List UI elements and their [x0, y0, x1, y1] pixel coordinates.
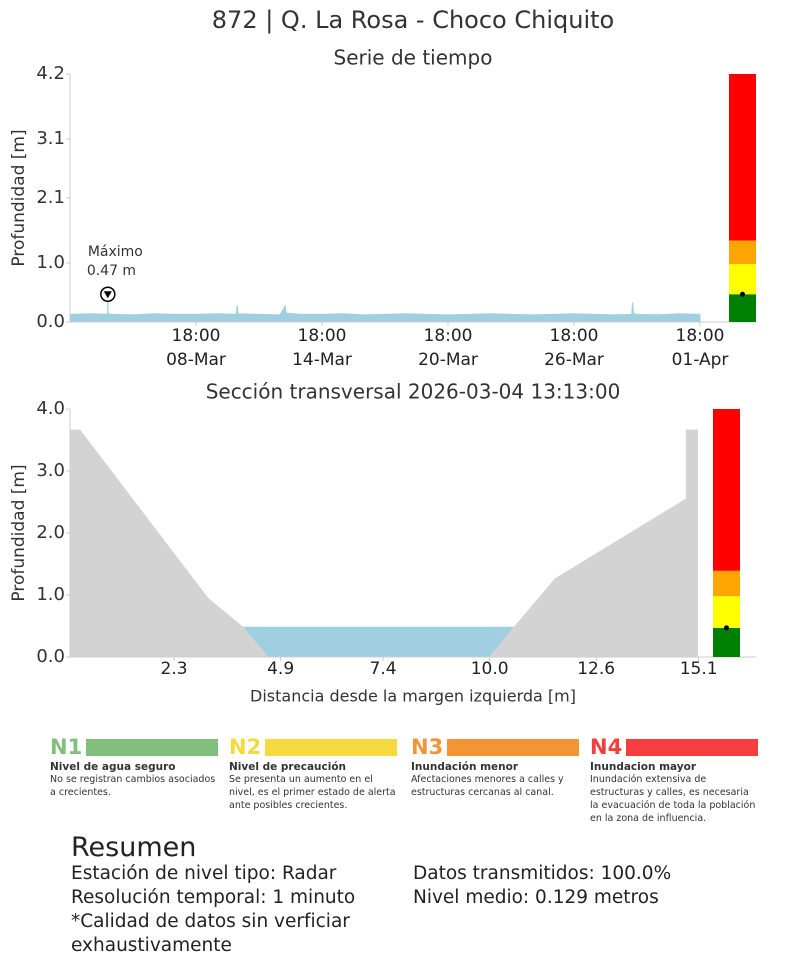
- current-level: [724, 625, 729, 631]
- level-band: [729, 294, 756, 322]
- level-item: N4 Inundacion mayor Inundación extensiva d…: [590, 735, 758, 825]
- y-tick-label: 4.0: [36, 398, 65, 419]
- level-name: Inundación menor: [411, 761, 519, 773]
- y-tick-label: 0.0: [36, 646, 65, 667]
- y-tick-label: 2.0: [36, 522, 65, 543]
- x-tick-label: 18:00 08-Mar: [166, 326, 226, 370]
- level-band: [729, 264, 756, 295]
- level-band: [713, 627, 740, 657]
- area: [242, 626, 515, 658]
- level-head: N2: [229, 735, 397, 759]
- x-tick-label: 18:00 14-Mar: [292, 326, 352, 370]
- y-tick-label: 4.2: [36, 63, 65, 84]
- x-tick-label: 18:00 01-Apr: [671, 326, 729, 370]
- summary-line: Nivel medio: 0.129 metros: [413, 887, 659, 908]
- level-description: Inundación extensiva de estructuras y ca…: [590, 774, 756, 824]
- x-tick-label: 18:00 20-Mar: [418, 326, 478, 370]
- y-tick-label: 2.1: [36, 187, 65, 208]
- summary-left: Estación de nivel tipo: Radar Resolución …: [71, 862, 371, 958]
- level-band: [729, 240, 756, 265]
- level-code: N2: [229, 735, 262, 759]
- summary-right: Datos transmitidos: 100.0% Nivel medio: 0…: [413, 862, 743, 910]
- level-band: [713, 570, 740, 597]
- x-tick-label: 15.1: [679, 659, 718, 679]
- level-band: [713, 596, 740, 628]
- level-description: Se presenta un aumento en el nivel, es e…: [229, 774, 396, 811]
- level-band: [713, 409, 740, 571]
- level-head: N1: [50, 735, 218, 759]
- level-description: No se registran cambios asociados a crec…: [50, 774, 216, 798]
- chart-title: Sección transversal 2026-03-04 13:13:00: [206, 380, 621, 404]
- summary-line: *Calidad de datos sin verficiar exhausti…: [71, 911, 350, 956]
- annotation-value: 0.47 m: [87, 263, 136, 279]
- x-tick-label: 18:00 26-Mar: [544, 326, 604, 370]
- level-item: N3 Inundación menor Afectaciones menores a…: [411, 735, 579, 799]
- level-code: N3: [411, 735, 444, 759]
- level-item: N2 Nivel de precaución Se presenta un aume…: [229, 735, 397, 812]
- level-code: N1: [50, 735, 83, 759]
- x-tick-label: 12.6: [577, 659, 616, 679]
- level-color-bar: [447, 738, 579, 756]
- y-tick-label: 3.1: [36, 128, 65, 149]
- y-axis-label: Profundidad [m]: [9, 129, 29, 266]
- level-code: N4: [590, 735, 623, 759]
- y-tick-label: 1.0: [36, 584, 65, 605]
- summary-title: Resumen: [71, 832, 197, 863]
- x-tick-label: 10.0: [470, 659, 509, 679]
- level-name: Nivel de precaución: [229, 761, 347, 773]
- current-level: [740, 291, 745, 297]
- y-axis-label: Profundidad [m]: [9, 464, 29, 601]
- y-tick-label: 3.0: [36, 460, 65, 481]
- page-title: 872 | Q. La Rosa - Choco Chiquito: [212, 6, 614, 34]
- level-color-bar: [626, 738, 758, 756]
- level-name: Nivel de agua seguro: [50, 761, 176, 773]
- summary-line: Resolución temporal: 1 minuto: [71, 887, 356, 908]
- area: [69, 294, 701, 323]
- annotation-text: Máximo: [88, 244, 143, 260]
- charts: 872 | Q. La Rosa - Choco Chiquito Serie …: [9, 6, 756, 706]
- level-band: [729, 74, 756, 241]
- chart-title: Serie de tiempo: [334, 46, 493, 70]
- y-tick-label: 0.0: [36, 311, 65, 332]
- x-tick-label: 7.4: [369, 659, 397, 679]
- x-axis-label: Distancia desde la margen izquierda [m]: [250, 687, 576, 706]
- summary-line: Datos transmitidos: 100.0%: [413, 863, 672, 884]
- x-tick-label: 2.3: [160, 659, 188, 679]
- level-description: Afectaciones menores a calles y estructu…: [411, 774, 564, 798]
- level-head: N4: [590, 735, 758, 759]
- level-color-bar: [86, 738, 218, 756]
- x-tick-label: 4.9: [267, 659, 295, 679]
- max-marker-arrow: [103, 291, 112, 299]
- y-tick-label: 1.0: [36, 252, 65, 273]
- summary-line: Estación de nivel tipo: Radar: [71, 863, 337, 884]
- level-head: N3: [411, 735, 579, 759]
- level-item: N1 Nivel de agua seguro No se registran ca…: [50, 735, 218, 799]
- area: [69, 429, 698, 658]
- level-name: Inundacion mayor: [590, 761, 697, 773]
- level-color-bar: [265, 738, 397, 756]
